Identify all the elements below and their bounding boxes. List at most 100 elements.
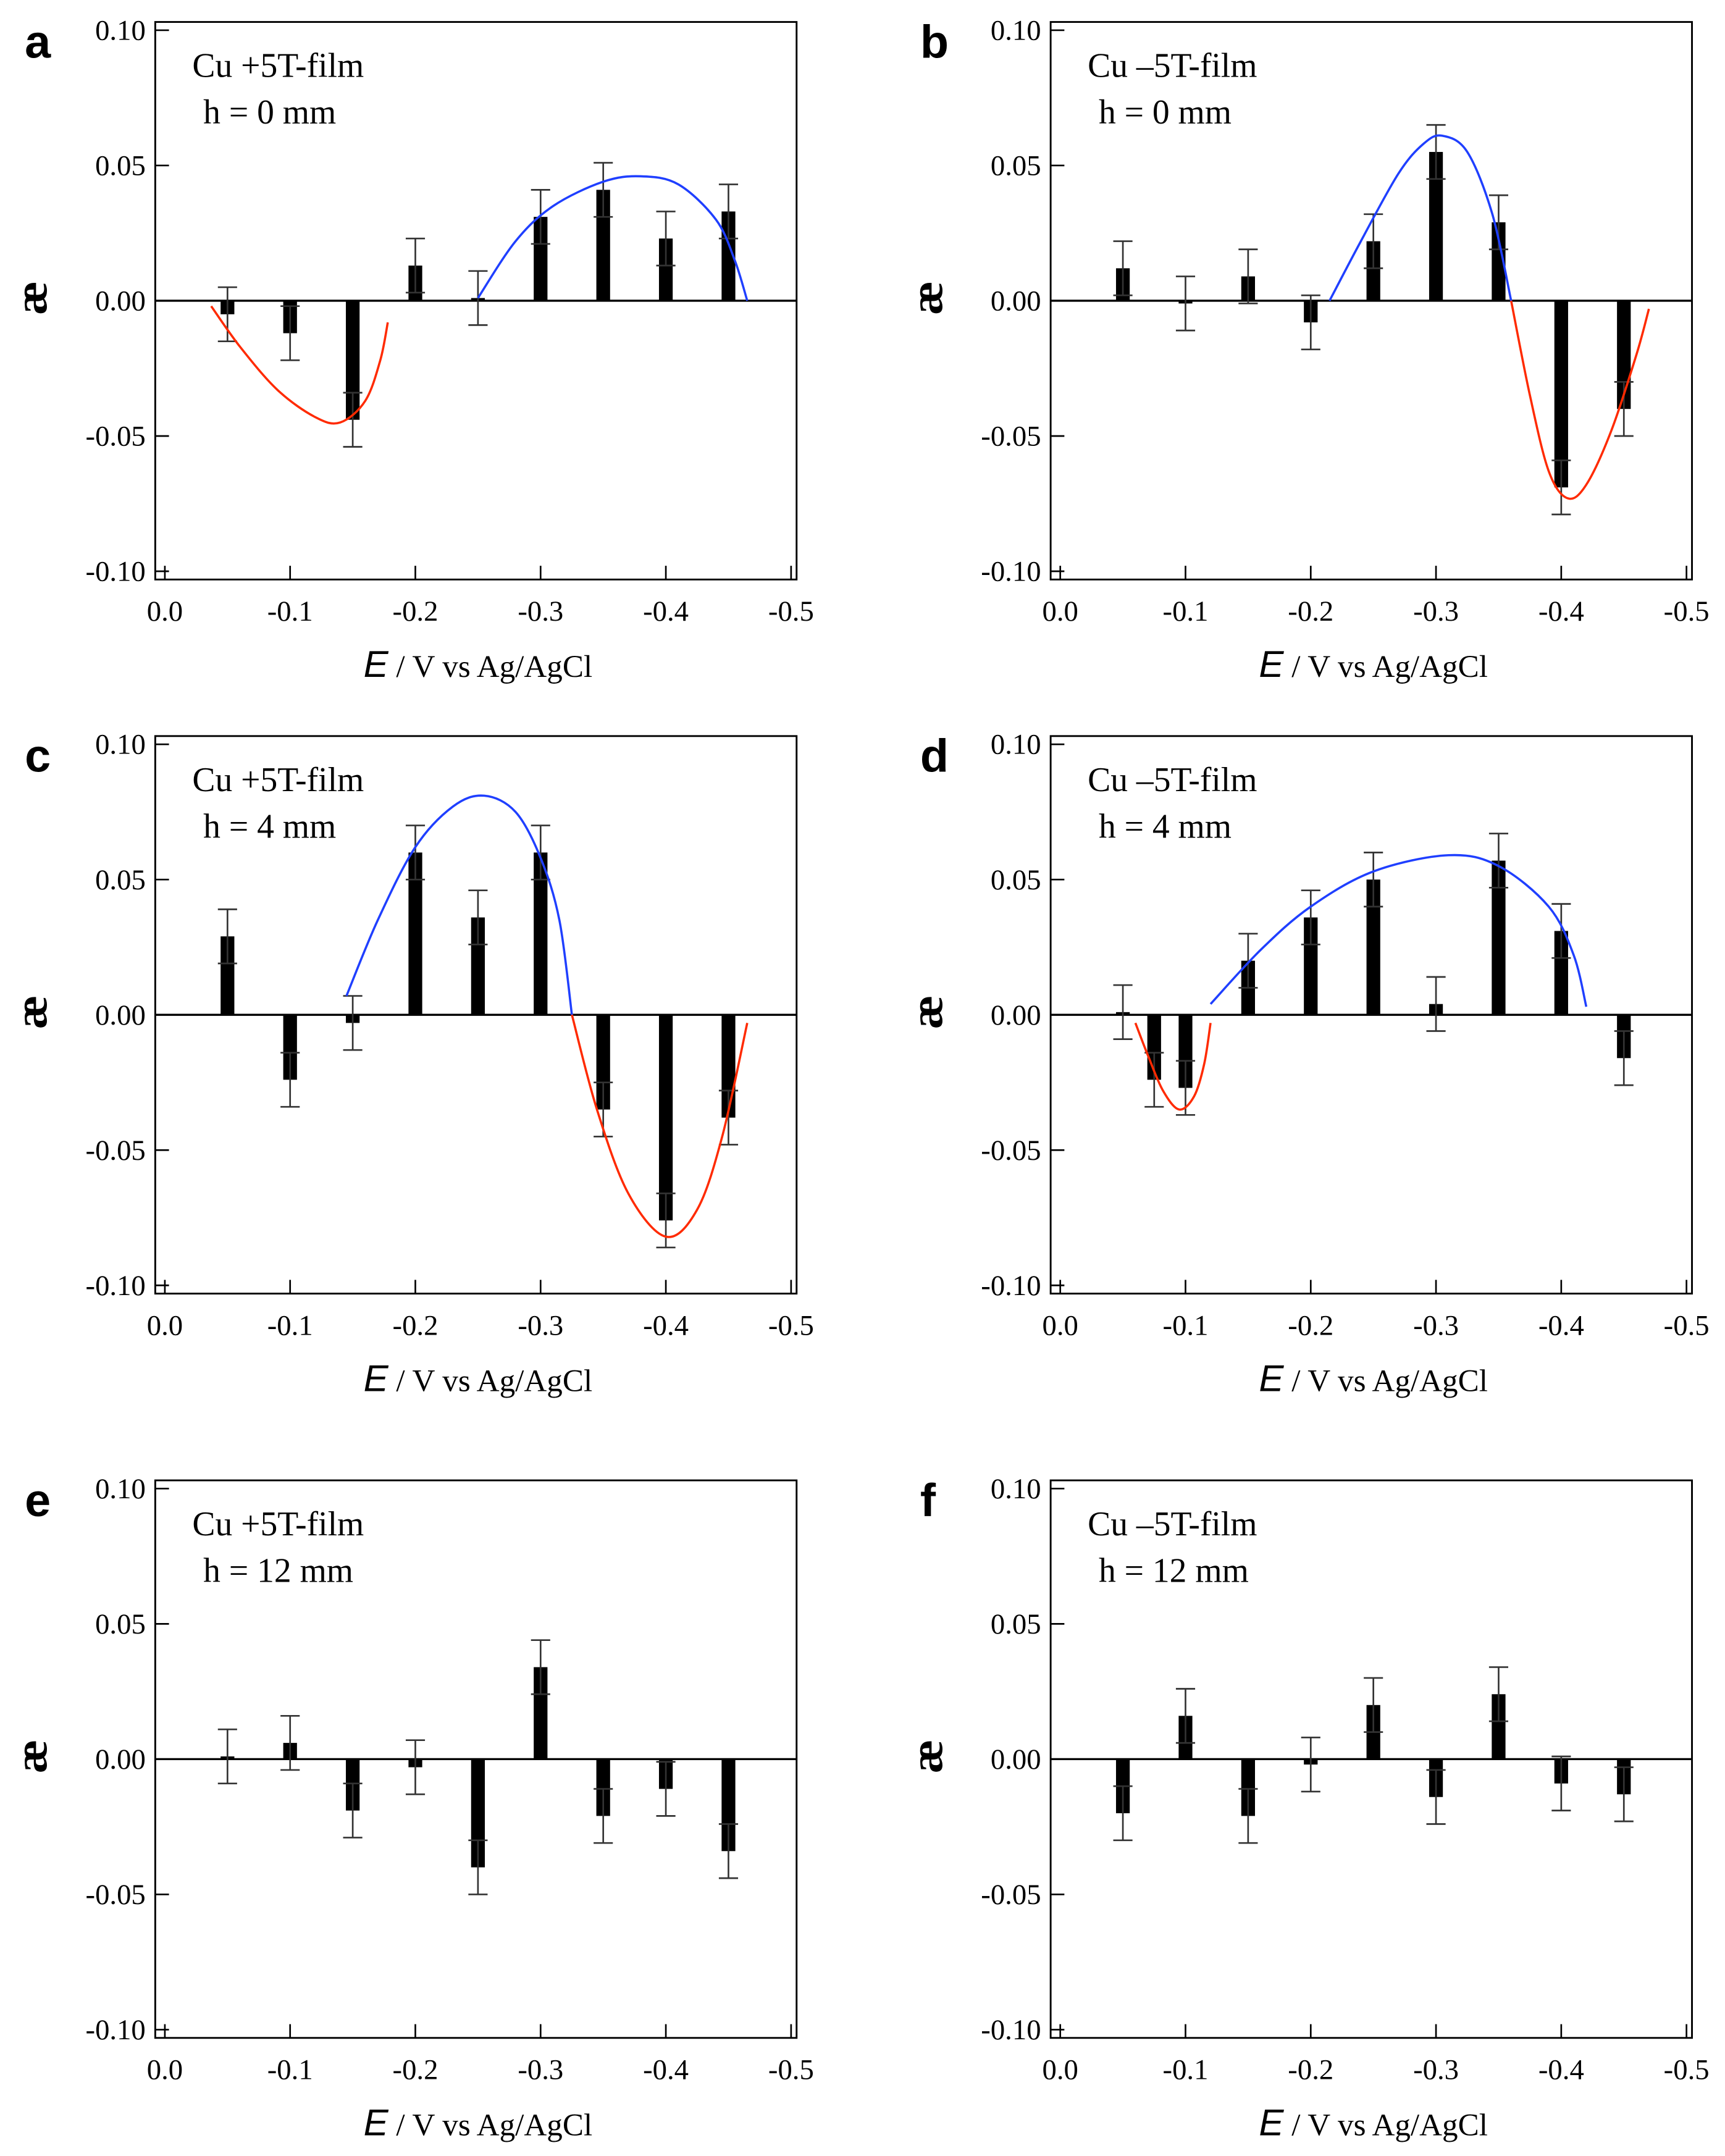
x-tick-label: -0.5 (768, 2053, 814, 2086)
y-tick-label: 0.00 (95, 999, 146, 1031)
fit-curve (345, 794, 573, 1015)
y-tick-label: 0.00 (95, 285, 146, 317)
y-axis-label: æ (901, 281, 952, 315)
x-tick-label: -0.4 (1538, 1309, 1584, 1341)
annotation-height: h = 0 mm (1099, 93, 1232, 132)
panel-b: 0.10 0.05 0.00 -0.05 -0.100.0 -0.1 -0.2 -0.3 -0.… (901, 14, 1709, 685)
y-tick-label: -0.10 (981, 2014, 1041, 2046)
y-tick-label: 0.00 (991, 999, 1041, 1031)
panel-letter: c (25, 731, 51, 782)
x-tick-label: -0.3 (518, 2053, 563, 2086)
annotation-sample: Cu –5T-film (1088, 47, 1257, 85)
x-tick-label: -0.3 (1413, 1309, 1459, 1341)
x-axis-label-unit: / V vs Ag/AgCl (1283, 649, 1488, 684)
bar (1492, 1694, 1506, 1760)
x-tick-label: -0.2 (1288, 1309, 1333, 1341)
bar (658, 238, 673, 301)
x-tick-label: -0.5 (1664, 2053, 1710, 2086)
x-tick-label: 0.0 (147, 2053, 183, 2086)
x-tick-label: 0.0 (147, 1309, 183, 1341)
x-tick-label: -0.2 (393, 2053, 439, 2086)
bar (1554, 931, 1568, 1015)
annotation-sample: Cu –5T-film (1088, 1505, 1257, 1543)
y-tick-label: 0.10 (95, 14, 146, 46)
panel-d: 0.10 0.05 0.00 -0.05 -0.100.0 -0.1 -0.2 -0.3 -0.… (901, 729, 1709, 1399)
x-tick-label: -0.1 (1163, 2053, 1209, 2086)
y-tick-label: 0.00 (991, 1743, 1041, 1776)
x-tick-label: -0.3 (1413, 595, 1459, 627)
y-tick-label: 0.10 (991, 729, 1041, 761)
bar (345, 300, 360, 420)
x-axis-label-unit: / V vs Ag/AgCl (388, 649, 593, 684)
x-axis-label: E / V vs Ag/AgCl (1259, 1357, 1488, 1399)
bar (220, 936, 235, 1015)
x-tick-label: -0.4 (643, 2053, 689, 2086)
y-axis-label: æ (901, 1740, 952, 1774)
panel-f: 0.10 0.05 0.00 -0.05 -0.100.0 -0.1 -0.2 -0.3 -0.… (901, 1473, 1709, 2144)
x-tick-label: -0.1 (267, 2053, 313, 2086)
bar (283, 1015, 297, 1080)
x-tick-label: -0.2 (1288, 595, 1333, 627)
fit-curve (1134, 1022, 1212, 1111)
y-tick-label: -0.05 (86, 1135, 146, 1167)
y-tick-label: 0.05 (991, 864, 1041, 896)
bar (471, 917, 485, 1015)
annotation-sample: Cu +5T-film (192, 1505, 364, 1543)
y-tick-label: 0.05 (991, 1608, 1041, 1640)
fit-curve (1209, 854, 1588, 1007)
x-tick-label: -0.1 (267, 595, 313, 627)
x-tick-label: -0.5 (1664, 595, 1710, 627)
bar (658, 1015, 673, 1221)
x-tick-label: -0.5 (1664, 1309, 1710, 1341)
annotation-sample: Cu –5T-film (1088, 761, 1257, 799)
x-tick-label: -0.5 (768, 1309, 814, 1341)
x-tick-label: -0.1 (1163, 1309, 1209, 1341)
fit-curve (571, 1014, 749, 1238)
x-tick-label: -0.4 (1538, 2053, 1584, 2086)
x-axis-label-unit: / V vs Ag/AgCl (388, 1363, 593, 1398)
annotation-sample: Cu +5T-film (192, 47, 364, 85)
y-tick-label: -0.05 (981, 1135, 1041, 1167)
x-tick-label: -0.3 (518, 1309, 563, 1341)
y-tick-label: 0.10 (95, 1473, 146, 1505)
x-tick-label: -0.5 (768, 595, 814, 627)
y-tick-label: 0.10 (95, 729, 146, 761)
annotation-height: h = 4 mm (1099, 807, 1232, 845)
x-tick-label: -0.4 (643, 1309, 689, 1341)
x-tick-label: 0.0 (1043, 2053, 1078, 2086)
bar (534, 1667, 548, 1760)
y-tick-label: 0.10 (991, 14, 1041, 46)
x-tick-label: -0.3 (1413, 2053, 1459, 2086)
x-tick-label: -0.4 (643, 595, 689, 627)
x-tick-label: 0.0 (1043, 1309, 1078, 1341)
bar (534, 217, 548, 301)
y-axis-label: æ (901, 995, 952, 1029)
x-axis-label: E / V vs Ag/AgCl (1259, 644, 1488, 685)
x-axis-label: E / V vs Ag/AgCl (1259, 2102, 1488, 2144)
panel-letter: b (920, 16, 949, 68)
y-tick-label: -0.10 (981, 1270, 1041, 1302)
annotation-height: h = 12 mm (203, 1552, 353, 1590)
panel-e: 0.10 0.05 0.00 -0.05 -0.100.0 -0.1 -0.2 -0.3 -0.… (6, 1473, 814, 2144)
x-axis-label-unit: / V vs Ag/AgCl (1283, 1363, 1488, 1398)
x-axis-label-unit: / V vs Ag/AgCl (388, 2108, 593, 2143)
y-tick-label: 0.00 (991, 285, 1041, 317)
y-tick-label: 0.05 (991, 150, 1041, 182)
bar (1429, 152, 1443, 301)
x-axis-label-symbol: E (1259, 644, 1284, 685)
panel-letter: e (25, 1475, 51, 1527)
y-tick-label: -0.10 (981, 556, 1041, 588)
bar (596, 1759, 610, 1816)
x-axis-label-symbol: E (364, 644, 389, 685)
bar (534, 852, 548, 1015)
x-tick-label: 0.0 (1043, 595, 1078, 627)
bar (1241, 1759, 1255, 1816)
panel-letter: d (920, 731, 949, 782)
fit-curve (210, 305, 389, 425)
annotation-sample: Cu +5T-film (192, 761, 364, 799)
x-tick-label: -0.3 (518, 595, 563, 627)
x-tick-label: -0.1 (1163, 595, 1209, 627)
bar (1366, 241, 1380, 301)
y-tick-label: 0.05 (95, 150, 146, 182)
